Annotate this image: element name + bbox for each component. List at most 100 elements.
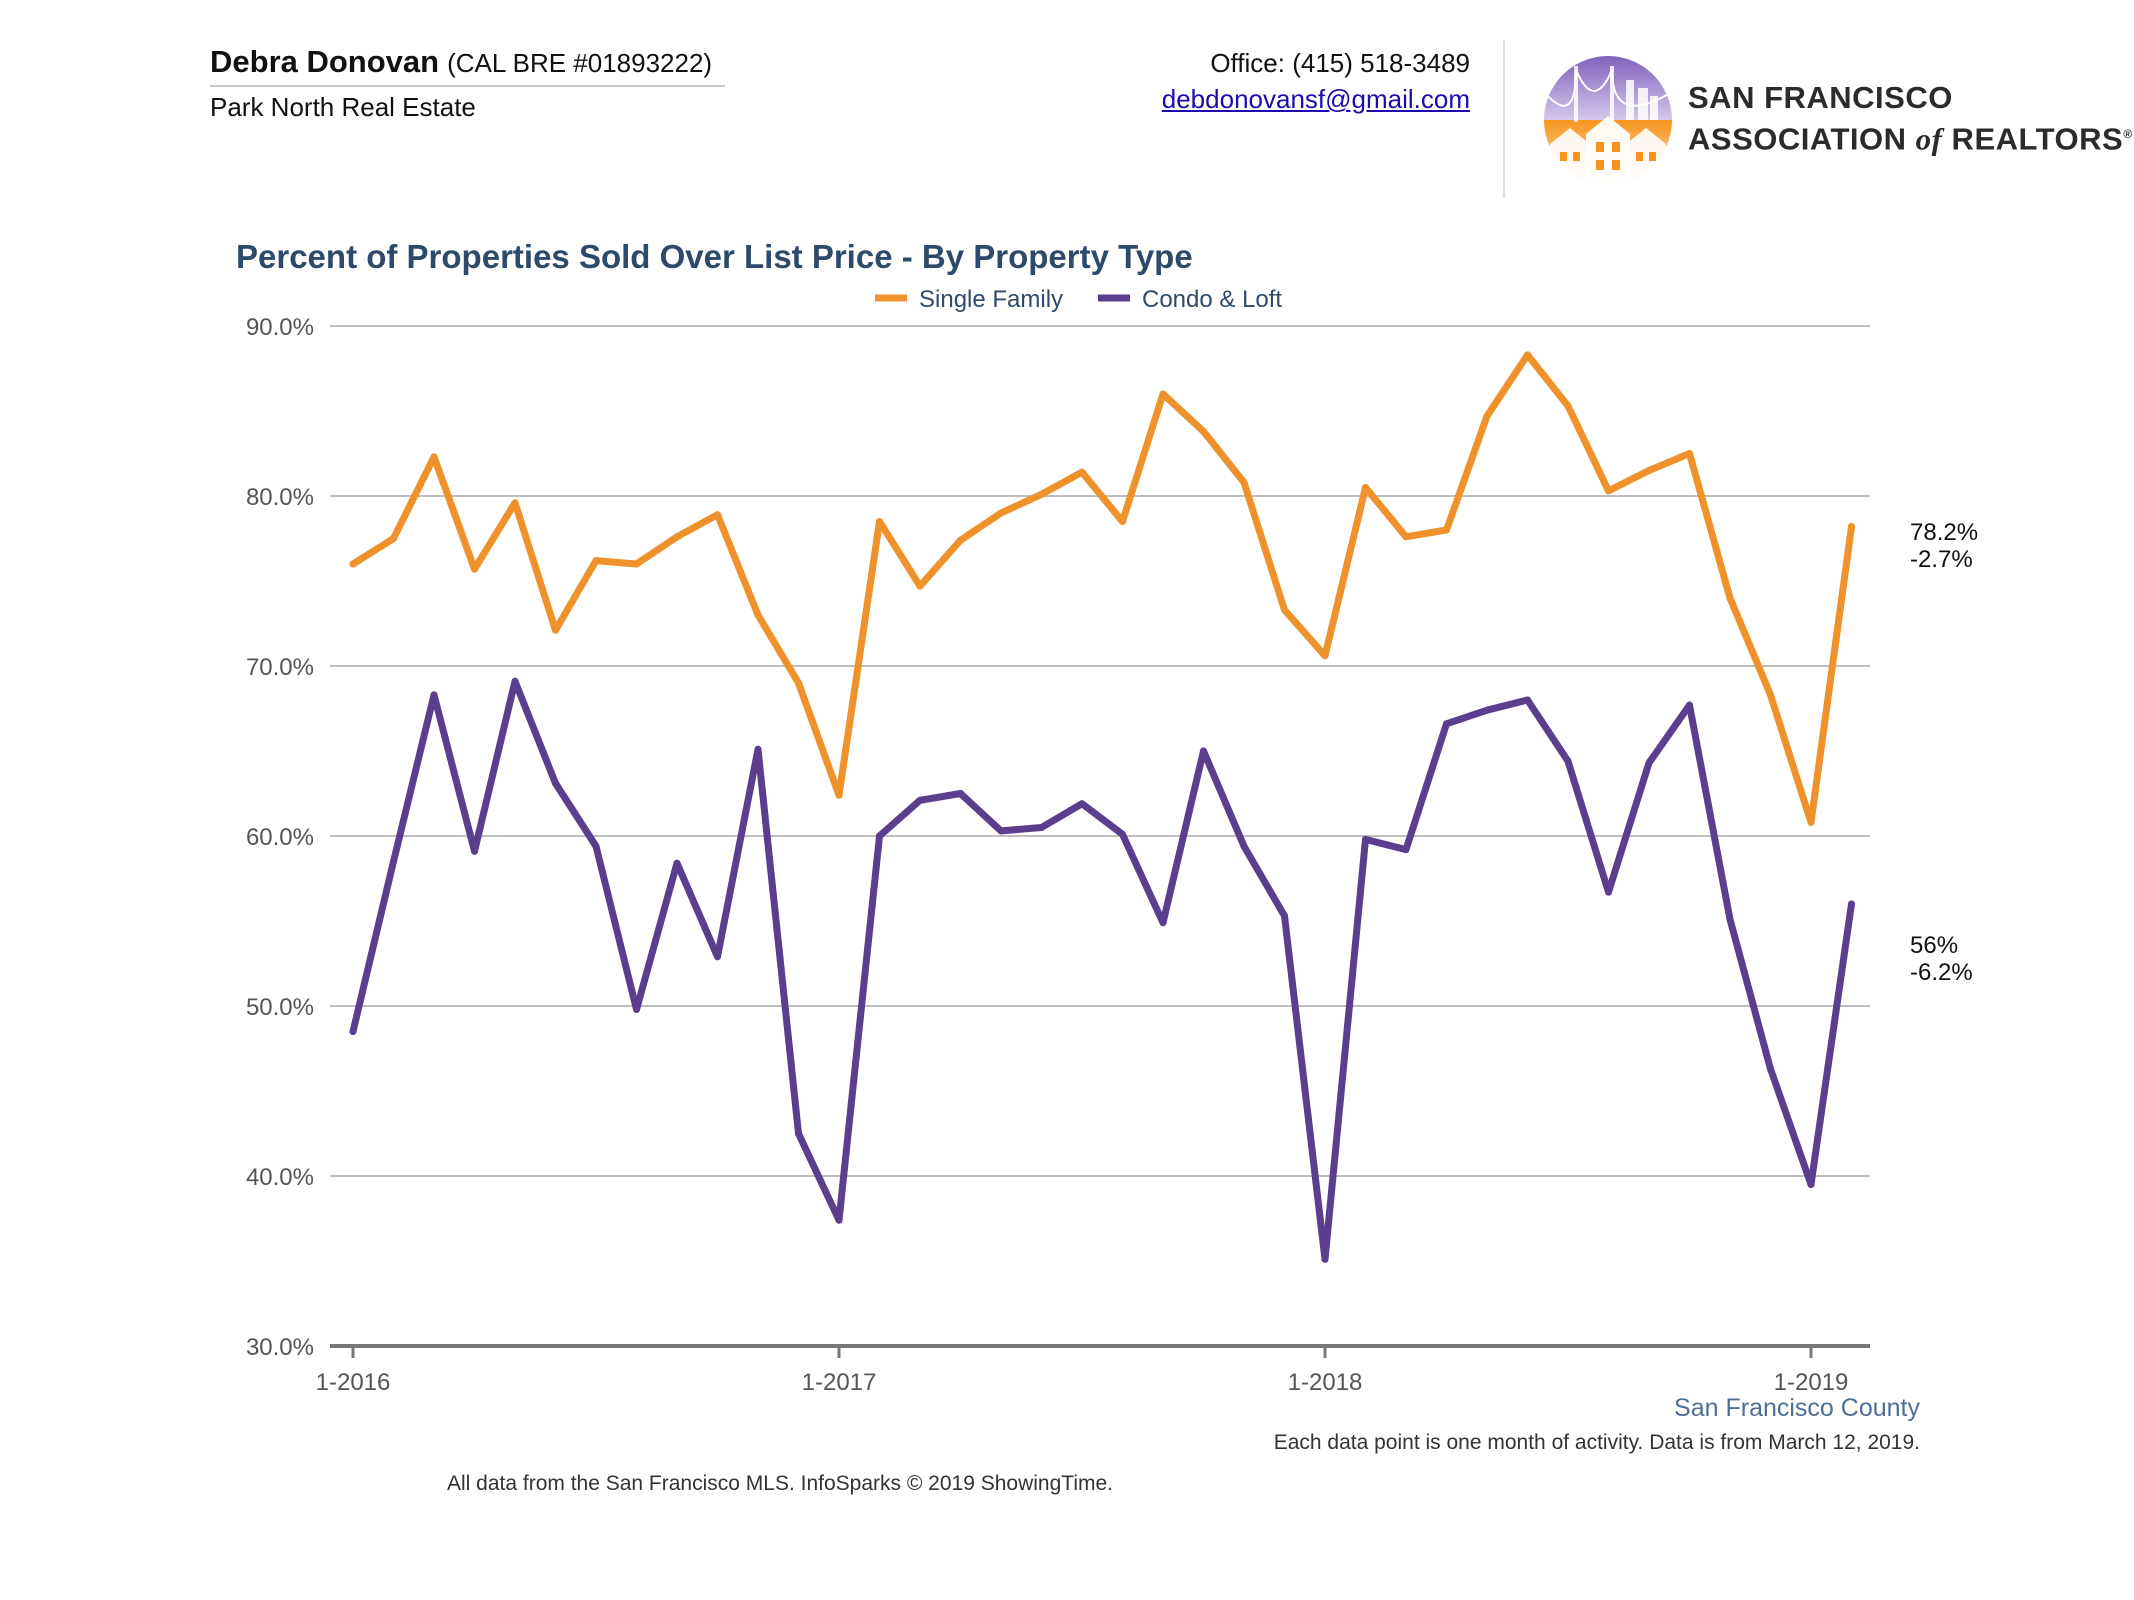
x-tick-label: 1-2019 — [1774, 1369, 1849, 1396]
data-point — [511, 499, 519, 507]
data-point — [552, 626, 559, 634]
office-phone: Office: (415) 518-3489 — [1210, 48, 1470, 78]
logo-word-realtors: REALTORS — [1942, 121, 2124, 157]
data-point — [1362, 484, 1369, 491]
data-point — [795, 679, 802, 687]
data-point — [592, 557, 600, 565]
data-point — [1200, 427, 1207, 435]
data-point — [957, 536, 964, 544]
data-point — [714, 953, 721, 961]
data-point — [1686, 450, 1693, 457]
agent-name-text: Debra Donovan — [210, 44, 440, 79]
data-point — [1159, 919, 1167, 927]
data-point — [673, 859, 681, 867]
data-point — [633, 560, 640, 568]
data-point — [1726, 915, 1734, 923]
data-point — [1564, 757, 1572, 765]
data-point — [1767, 691, 1774, 699]
data-point — [1038, 490, 1045, 498]
data-point — [754, 745, 762, 753]
data-point — [430, 691, 438, 699]
data-point — [1402, 533, 1410, 541]
y-tick-label: 80.0% — [246, 484, 314, 511]
legend-label: Single Family — [919, 286, 1063, 313]
email-link[interactable]: debdonovansf@gmail.com — [1161, 84, 1470, 114]
data-point — [997, 827, 1005, 835]
chart-title: Percent of Properties Sold Over List Pri… — [236, 238, 1193, 275]
region-label: San Francisco County — [1674, 1394, 1920, 1422]
x-tick-label: 1-2018 — [1288, 1369, 1363, 1396]
legend: Single Family Condo & Loft — [875, 286, 1282, 313]
data-point — [1483, 412, 1491, 420]
data-point — [1119, 518, 1126, 525]
data-point — [471, 847, 478, 855]
data-point — [1078, 468, 1086, 476]
data-point — [916, 796, 924, 804]
y-tick-label: 40.0% — [246, 1164, 314, 1191]
data-point — [1200, 747, 1207, 755]
data-point — [1362, 835, 1369, 843]
data-point — [1483, 706, 1491, 714]
data-point — [552, 779, 559, 787]
y-tick-label: 50.0% — [246, 994, 314, 1021]
sfar-logo-text: SAN FRANCISCO ASSOCIATION of REALTORS® — [1688, 80, 2133, 157]
agent-license: (CAL BRE #01893222) — [447, 48, 713, 78]
data-point — [1848, 523, 1855, 531]
data-point — [835, 791, 843, 799]
x-tick-label: 1-2016 — [316, 1369, 391, 1396]
data-point — [1645, 759, 1653, 767]
header-divider — [1503, 40, 1505, 198]
data-point — [471, 565, 478, 573]
data-point — [957, 790, 964, 797]
data-point — [1443, 720, 1450, 728]
logo-line-1: SAN FRANCISCO — [1688, 80, 1953, 115]
data-point — [511, 677, 519, 685]
series-line-condo-loft — [349, 677, 1855, 1263]
y-tick-label: 90.0% — [246, 314, 314, 341]
data-point — [1281, 606, 1288, 614]
data-point — [1078, 800, 1086, 808]
data-point — [390, 858, 397, 865]
data-credit: All data from the San Francisco MLS. Inf… — [446, 1472, 1113, 1495]
footnote: Each data point is one month of activity… — [1273, 1431, 1920, 1454]
data-point — [1240, 842, 1248, 850]
registered-mark: ® — [2123, 127, 2133, 141]
end-value-label: 56% — [1910, 932, 1958, 959]
axes: 30.0% 40.0% 50.0% 60.0% 70.0% 80.0% 90.0% 1-201… — [246, 314, 1870, 1396]
data-point — [1605, 888, 1612, 896]
data-point — [1645, 467, 1653, 474]
data-point — [1686, 701, 1693, 709]
data-point — [835, 1216, 843, 1224]
data-point — [1321, 1255, 1329, 1263]
grid-lines — [330, 325, 1870, 1177]
data-point — [795, 1130, 802, 1137]
y-tick-label: 70.0% — [246, 654, 314, 681]
data-point — [673, 533, 681, 541]
y-tick-label: 30.0% — [246, 1334, 314, 1361]
agent-underline — [210, 85, 725, 87]
data-point — [1726, 594, 1734, 602]
data-point — [1767, 1065, 1774, 1073]
data-point — [714, 511, 721, 519]
data-point — [916, 582, 924, 590]
data-point — [1605, 487, 1612, 495]
data-point — [1443, 526, 1450, 534]
logo-line-2: ASSOCIATION of REALTORS® — [1688, 116, 2133, 157]
data-point — [997, 509, 1005, 517]
end-change-label: -2.7% — [1910, 546, 1973, 573]
end-value-label: 78.2% — [1910, 519, 1978, 546]
data-point — [1281, 912, 1288, 920]
data-point — [876, 832, 883, 840]
data-point — [592, 842, 600, 850]
agent-company: Park North Real Estate — [210, 92, 476, 122]
data-point — [1807, 818, 1815, 826]
agent-name: Debra Donovan (CAL BRE #01893222) — [210, 44, 712, 80]
series-line-single-family — [349, 351, 1855, 826]
logo-word-association: ASSOCIATION — [1688, 121, 1916, 157]
data-point — [1240, 478, 1248, 486]
data-point — [349, 560, 357, 568]
data-point — [633, 1005, 640, 1013]
data-point — [1564, 402, 1572, 410]
y-tick-label: 60.0% — [246, 824, 314, 851]
data-point — [1119, 830, 1126, 838]
